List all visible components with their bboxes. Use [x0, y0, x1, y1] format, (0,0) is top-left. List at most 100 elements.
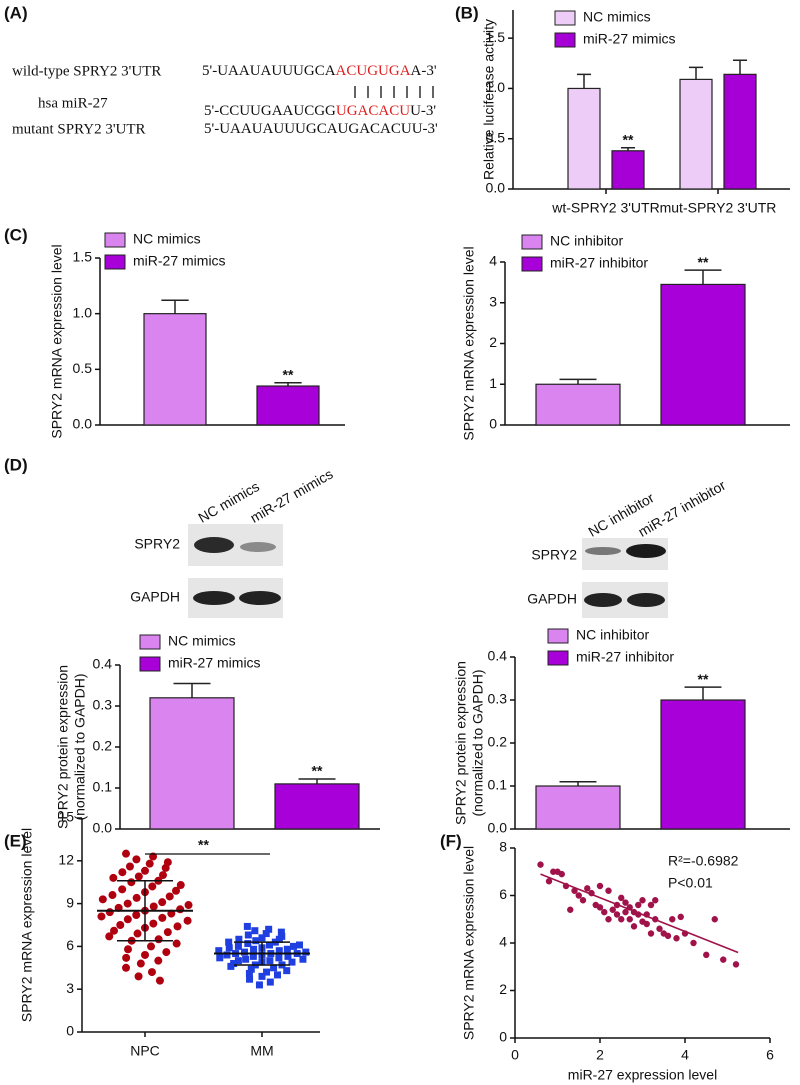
y-tick-label: 6: [66, 937, 74, 953]
y-tick-label: 0: [499, 1029, 507, 1045]
point: [173, 922, 182, 931]
x-tick-label: MM: [250, 1043, 273, 1059]
point: [116, 921, 125, 929]
y-tick-label: 0.1: [488, 777, 508, 793]
y-tick-label: 3: [66, 980, 74, 996]
point: [141, 866, 149, 875]
point: [703, 951, 710, 959]
error-bar: [684, 269, 722, 285]
y-tick-label: 0.2: [488, 734, 508, 750]
western-blot: NC mimics miR-27 mimics SPRY2 GAPDH: [130, 466, 336, 618]
bar: [660, 699, 746, 830]
point: [148, 882, 157, 891]
point: [215, 947, 223, 955]
legend-swatch: [104, 254, 126, 270]
error-bar: [688, 66, 704, 80]
point: [246, 975, 254, 983]
point: [134, 872, 143, 881]
row-label: SPRY2: [134, 536, 180, 552]
y-axis-label: SPRY2 mRNA expression level: [19, 828, 35, 1022]
seed-segment: ACUGUGA: [336, 63, 411, 79]
point: [235, 935, 243, 943]
bar: [274, 783, 360, 830]
point: [125, 862, 134, 871]
point: [132, 855, 141, 864]
y-tick-label: 1.0: [73, 304, 93, 320]
y-tick-label: 0.2: [93, 738, 113, 754]
legend-label: miR-27 inhibitor: [550, 255, 648, 271]
point: [223, 951, 231, 959]
point: [250, 945, 258, 953]
legend-label: NC mimics: [133, 231, 201, 247]
legend-swatch: [139, 656, 161, 672]
point: [216, 954, 224, 962]
y-axis-label: SPRY2 mRNA expression level: [49, 244, 65, 438]
x-tick-label: wt-SPRY2 3'UTR: [551, 200, 659, 216]
point: [258, 934, 266, 942]
panel-label: (B): [455, 3, 479, 22]
row-label: SPRY2: [531, 547, 577, 563]
point: [109, 873, 118, 882]
point: [579, 897, 587, 904]
legend-swatch: [554, 10, 576, 26]
point: [605, 887, 612, 894]
point: [251, 927, 259, 935]
point: [656, 925, 663, 932]
y-tick-label: 0: [489, 416, 497, 432]
row-label: GAPDH: [130, 589, 180, 605]
point: [302, 948, 310, 956]
point: [132, 911, 141, 920]
sequence: 5'-CCUUGAAUCGGUGACACUU-3': [204, 103, 436, 119]
point: [567, 906, 574, 913]
point: [252, 937, 260, 945]
segment: 5'-CCUUGAAUCGG: [204, 103, 336, 119]
point: [558, 870, 565, 878]
point: [537, 861, 544, 868]
point: [289, 942, 297, 950]
point: [118, 885, 127, 894]
legend-swatch: [521, 234, 543, 250]
x-tick-label: NPC: [130, 1043, 160, 1059]
y-axis-label: SPRY2 protein expression: [453, 661, 469, 825]
point: [97, 912, 106, 921]
point: [265, 925, 273, 933]
point: [664, 932, 672, 940]
annotation: R²=-0.6982: [668, 853, 739, 869]
point: [161, 863, 170, 872]
significance: **: [198, 837, 209, 853]
point: [123, 899, 132, 908]
y-axis-label: (normalized to GAPDH): [72, 673, 88, 820]
point: [171, 886, 180, 895]
point: [154, 956, 163, 965]
point: [690, 939, 697, 947]
point: [225, 938, 233, 946]
panel-label: (F): [440, 831, 462, 850]
point: [234, 942, 242, 950]
point: [149, 902, 158, 911]
significance: **: [623, 131, 634, 147]
x-tick-label: 4: [681, 1047, 689, 1063]
point: [262, 930, 270, 938]
y-tick-label: 2: [499, 981, 507, 997]
point: [154, 935, 163, 944]
point: [149, 919, 158, 928]
lane-label: miR-27 inhibitor: [635, 477, 728, 540]
y-tick-label: 4: [499, 934, 507, 950]
point: [265, 941, 273, 949]
point: [122, 963, 131, 972]
point: [245, 970, 253, 978]
point: [647, 901, 655, 909]
y-tick-label: 0.4: [93, 656, 113, 672]
legend-swatch: [554, 32, 576, 48]
point: [108, 891, 117, 900]
point: [124, 945, 133, 954]
segment: U-3': [410, 103, 436, 119]
error-bar: [161, 299, 189, 314]
point: [234, 957, 242, 965]
row-label: hsa miR-27: [38, 95, 108, 111]
point: [596, 904, 604, 911]
error-bar: [274, 381, 302, 387]
point: [613, 911, 621, 918]
y-tick-label: 0.0: [93, 820, 113, 836]
bar: [535, 383, 621, 426]
